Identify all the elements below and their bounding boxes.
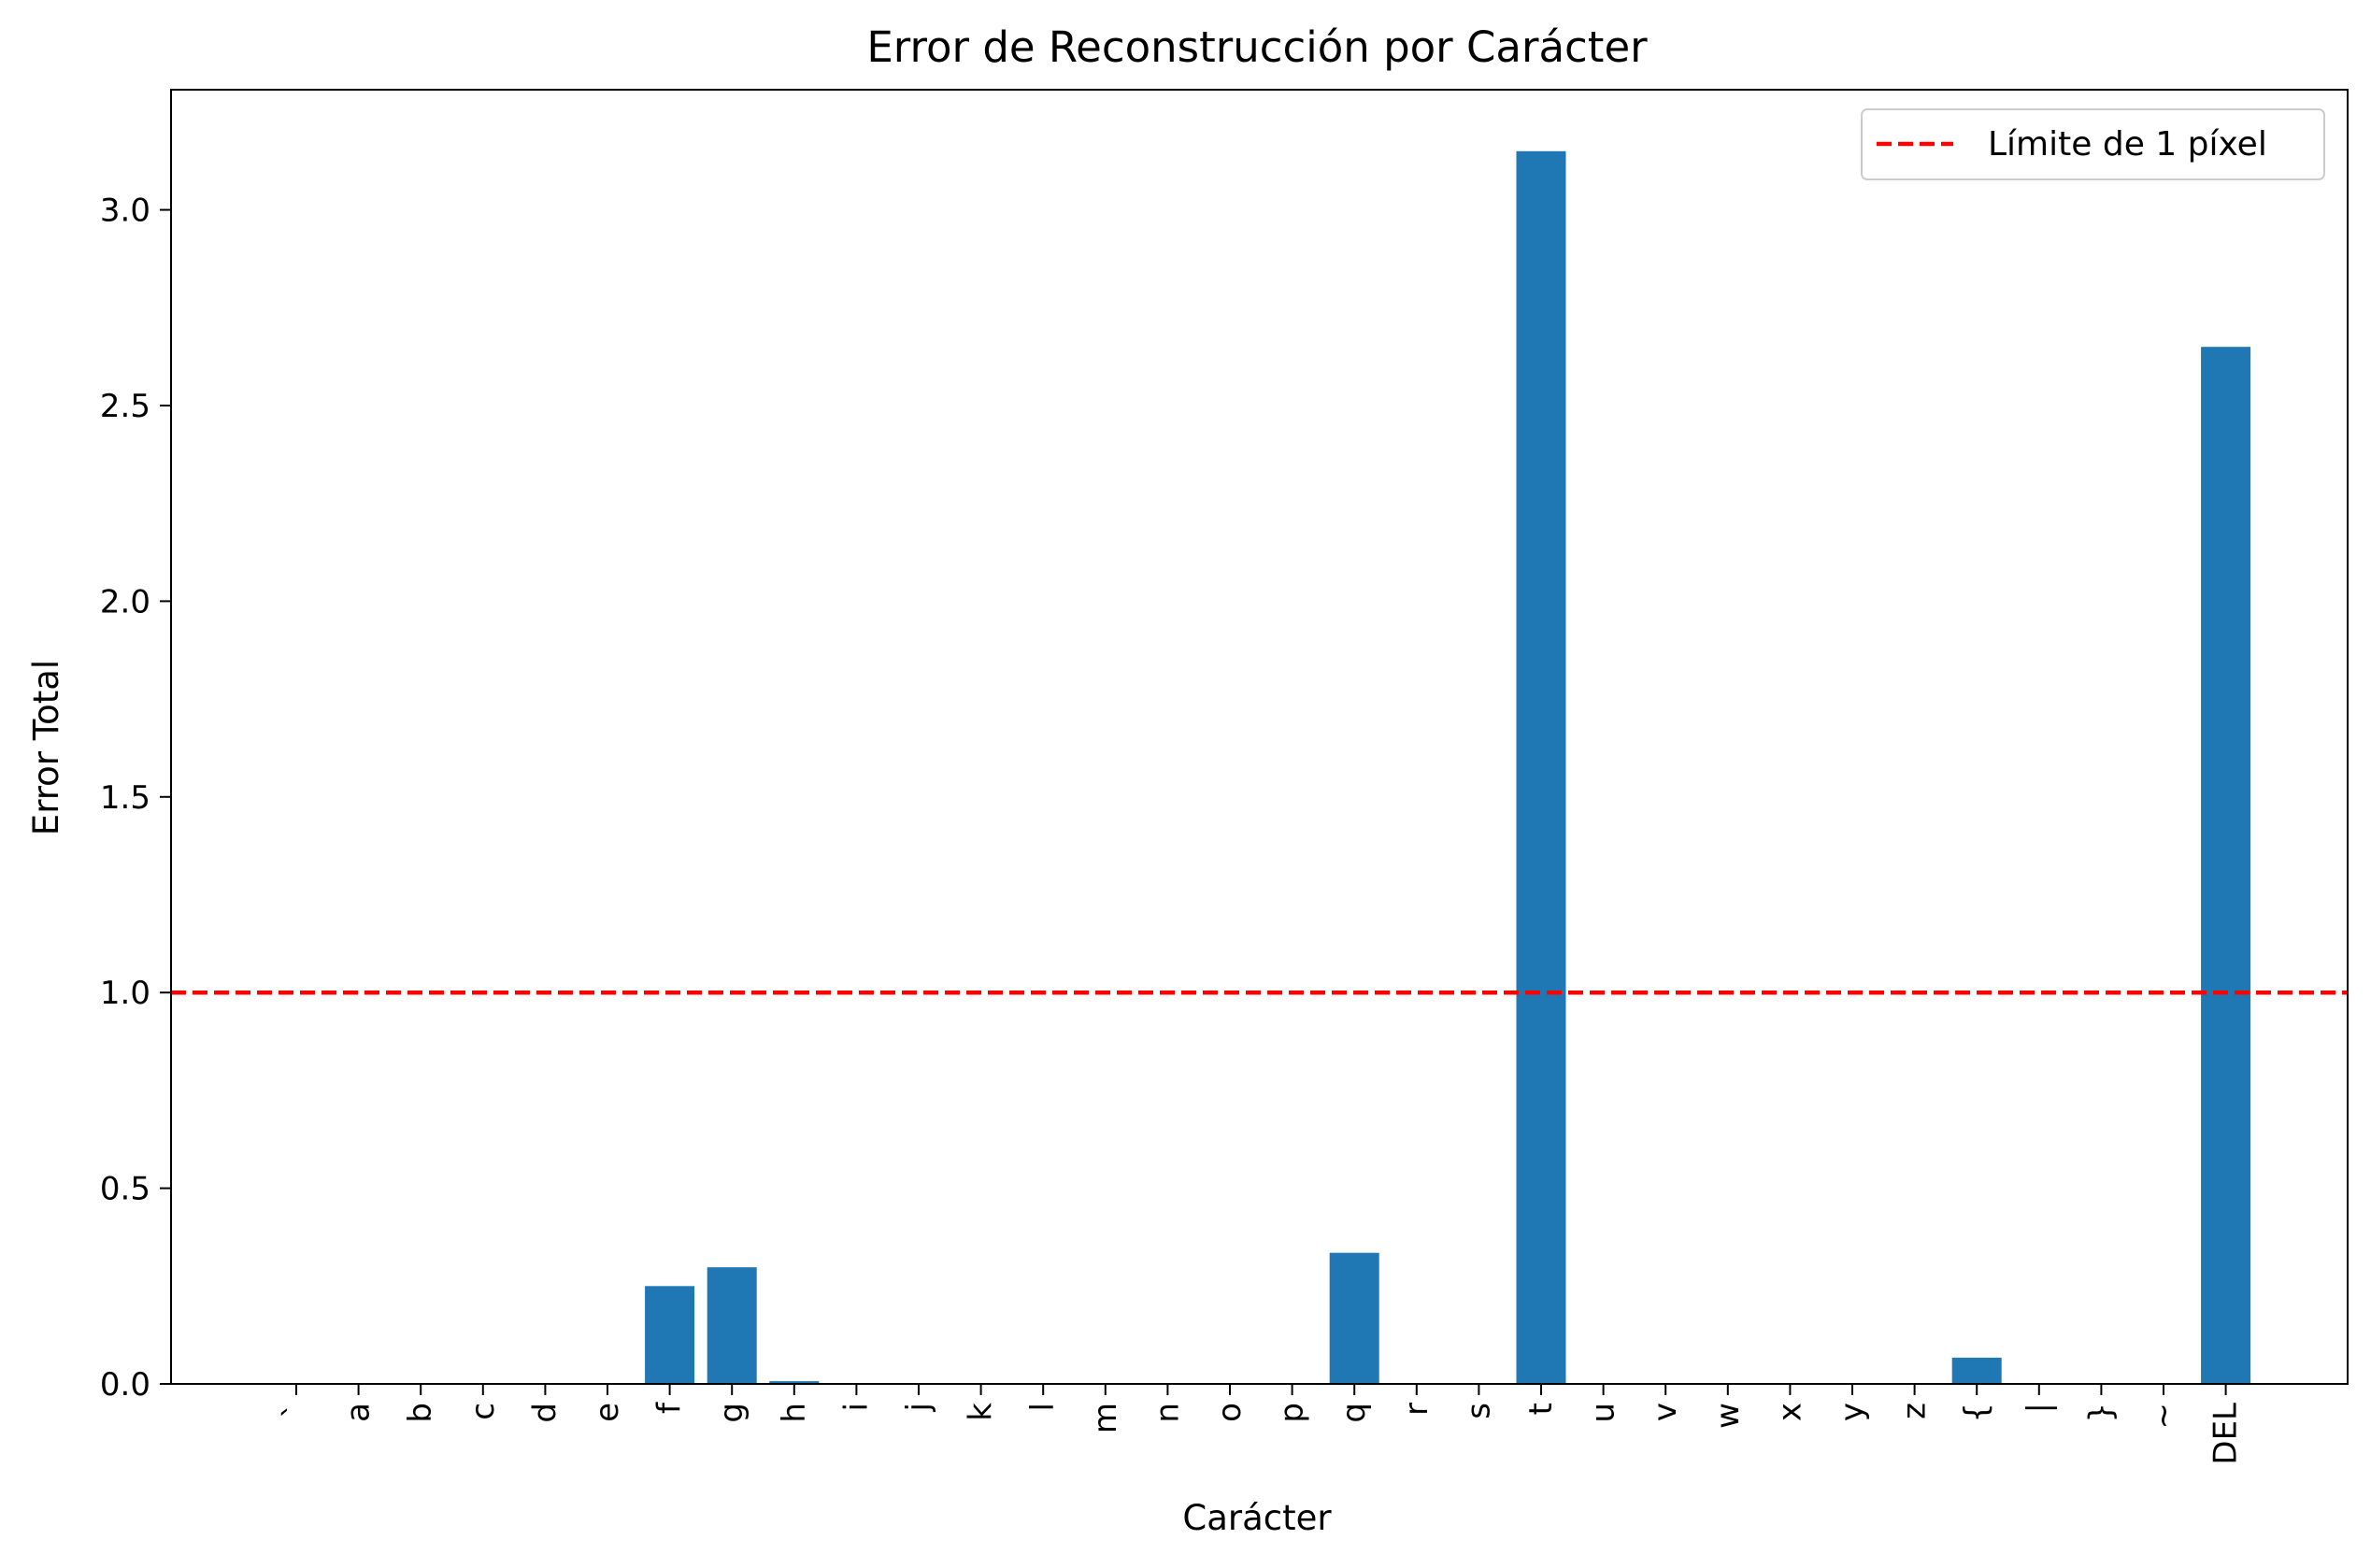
y-axis-label: Error Total: [26, 660, 66, 835]
x-tick-label: m: [1087, 1403, 1124, 1433]
bar-17: [1329, 1252, 1379, 1384]
y-axis: 0.0 0.5 1.0 1.5 2.0 2.5 3.0: [100, 192, 171, 1404]
x-tick-label: z: [1896, 1403, 1934, 1419]
x-tick-label: a: [340, 1403, 378, 1422]
bars-group: [645, 150, 2251, 1385]
bar-8: [769, 1381, 820, 1384]
bar-6: [645, 1286, 695, 1384]
bar-27: [1951, 1357, 2002, 1384]
x-tick-label: o: [1211, 1403, 1249, 1422]
y-tick-label: 0.5: [100, 1171, 150, 1208]
x-tick-label: v: [1647, 1403, 1684, 1421]
x-tick-label: b: [402, 1403, 439, 1423]
x-tick-label: c: [464, 1403, 502, 1420]
x-tick-label: r: [1398, 1403, 1435, 1416]
x-tick-label: |: [2021, 1403, 2058, 1413]
x-tick-label: i: [837, 1403, 875, 1411]
x-tick-label: DEL: [2207, 1403, 2245, 1465]
y-tick-label: 3.0: [100, 192, 150, 230]
x-tick-label: {: [1958, 1403, 1995, 1423]
x-tick-label: p: [1274, 1403, 1311, 1423]
x-tick-label: f: [651, 1402, 689, 1414]
y-tick-label: 1.0: [100, 975, 150, 1012]
x-axis-label: Carácter: [1182, 1498, 1332, 1538]
x-tick-label: h: [776, 1403, 813, 1423]
x-tick-label: ~: [2145, 1403, 2182, 1430]
x-tick-label: k: [963, 1403, 1000, 1421]
legend-label: Límite de 1 píxel: [1988, 125, 2267, 164]
y-tick-label: 2.5: [100, 388, 150, 425]
legend-box: [1861, 108, 2325, 180]
x-tick-label: u: [1585, 1403, 1622, 1423]
chart-title: Error de Reconstrucción por Carácter: [866, 22, 1648, 72]
legend: Límite de 1 píxel: [1861, 108, 2325, 180]
bar-7: [707, 1267, 757, 1384]
x-tick-label: j: [900, 1403, 937, 1412]
x-axis: ` a b c d e f g h i j k l m n o p q r s t u v w x y z { |} ~ DEL: [278, 1384, 2245, 1465]
x-tick-label: n: [1149, 1403, 1186, 1423]
bar-31: [2201, 347, 2251, 1385]
x-tick-label: s: [1460, 1403, 1497, 1419]
x-tick-label: t: [1522, 1403, 1560, 1415]
x-tick-label: g: [713, 1403, 750, 1423]
x-tick-label: e: [589, 1403, 626, 1422]
x-tick-label: l: [1024, 1403, 1062, 1411]
x-tick-label: `: [278, 1403, 315, 1418]
y-tick-label: 2.0: [100, 583, 150, 620]
x-tick-label: q: [1335, 1403, 1373, 1423]
bar-20: [1516, 150, 1566, 1384]
plot-frame: [170, 89, 2349, 1385]
x-tick-label: x: [1771, 1403, 1808, 1421]
y-tick-label: 0.0: [100, 1366, 150, 1404]
x-tick-label: }: [2082, 1403, 2120, 1423]
x-tick-label: d: [526, 1403, 564, 1423]
y-tick-label: 1.5: [100, 779, 150, 817]
x-tick-label: y: [1834, 1403, 1871, 1421]
x-tick-label: w: [1709, 1403, 1747, 1429]
